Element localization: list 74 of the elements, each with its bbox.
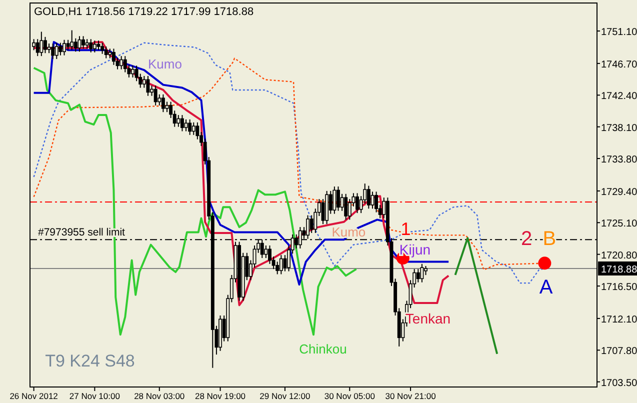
- annotation: 1: [400, 218, 411, 239]
- candlestick: [112, 48, 116, 66]
- candlestick: [306, 214, 310, 240]
- x-tick-label: 28 Nov 19:00: [194, 391, 246, 401]
- candlestick: [332, 186, 336, 214]
- candlestick: [131, 65, 134, 78]
- ref-line-label: 1718.88: [601, 264, 637, 276]
- candlestick: [89, 38, 93, 53]
- candlestick: [416, 268, 420, 283]
- candlestick: [36, 38, 40, 57]
- y-tick-label: 1716.50: [601, 282, 637, 294]
- x-tick-label: 29 Nov 12:00: [260, 391, 311, 401]
- y-tick-label: 1725.10: [601, 218, 637, 230]
- candlestick: [180, 114, 184, 132]
- x-tick-label: 30 Nov 05:00: [324, 391, 376, 401]
- candlestick: [58, 42, 62, 56]
- candlestick: [85, 38, 89, 50]
- candlestick: [62, 39, 66, 56]
- x-tick-label: 26 Nov 2012: [10, 391, 58, 401]
- y-tick-label: 1729.40: [601, 186, 637, 198]
- candlestick: [104, 46, 108, 59]
- y-tick-label: 1751.10: [601, 27, 637, 38]
- candlestick: [78, 36, 82, 52]
- annotation: Kijun: [399, 242, 431, 258]
- candlestick: [96, 40, 100, 51]
- candlestick: [70, 30, 74, 51]
- candlestick: [146, 75, 150, 96]
- candlestick: [92, 40, 96, 53]
- y-tick-label: 1738.10: [601, 122, 637, 134]
- candlestick: [154, 85, 158, 106]
- candlestick: [43, 36, 47, 54]
- y-tick-label: 1742.40: [601, 91, 637, 102]
- candlestick: [51, 43, 55, 60]
- candlestick: [192, 122, 196, 136]
- annotation: B: [542, 228, 556, 250]
- x-tick-label: 28 Nov 03:00: [134, 391, 185, 401]
- candlestick: [47, 43, 51, 54]
- candlestick: [100, 42, 104, 54]
- candlestick: [424, 265, 428, 276]
- candlestick: [294, 234, 298, 249]
- y-tick-label: 1746.70: [601, 59, 637, 70]
- candlestick: [366, 185, 370, 210]
- candlestick: [176, 114, 180, 128]
- candlestick: [161, 94, 165, 113]
- chart-title: GOLD,H1 1718.56 1719.22 1717.99 1718.88: [34, 6, 254, 18]
- candlestick: [40, 31, 44, 57]
- annotation: Chinkou: [299, 341, 347, 356]
- candlestick: [82, 36, 86, 50]
- candlestick: [420, 263, 424, 283]
- x-tick-label: 30 Nov 21:00: [385, 391, 436, 401]
- annotation: A: [539, 276, 554, 298]
- annotation: Kumo: [148, 56, 182, 72]
- candlestick: [108, 48, 112, 59]
- candlestick: [54, 42, 58, 60]
- candlestick: [32, 38, 36, 51]
- candlestick: [344, 193, 348, 220]
- y-tick-label: 1703.50: [601, 378, 637, 389]
- y-tick-label: 1720.80: [601, 250, 637, 262]
- candlestick: [188, 118, 192, 136]
- candlestick: [279, 254, 283, 275]
- candlestick: [264, 244, 268, 259]
- annotation: T9 K24 S48: [45, 351, 135, 370]
- y-tick-label: 1712.10: [601, 314, 637, 326]
- y-tick-label: 1707.80: [601, 346, 637, 358]
- candlestick: [120, 56, 124, 70]
- candlestick: [310, 214, 314, 234]
- y-tick-label: 1733.80: [601, 154, 637, 166]
- candlestick: [142, 75, 146, 88]
- candlestick: [165, 101, 169, 113]
- candlestick: [184, 118, 188, 132]
- candlestick: [336, 186, 340, 212]
- x-tick-label: 27 Nov 10:00: [69, 391, 120, 401]
- candlestick: [356, 192, 359, 214]
- candlestick: [66, 39, 70, 51]
